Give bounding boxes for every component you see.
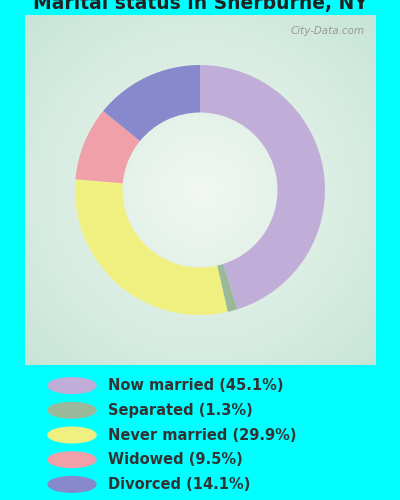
Text: Never married (29.9%): Never married (29.9%) (108, 428, 296, 442)
Text: Marital status in Sherburne, NY: Marital status in Sherburne, NY (33, 0, 367, 14)
Text: City-Data.com: City-Data.com (290, 26, 364, 36)
Circle shape (48, 476, 96, 492)
Circle shape (48, 452, 96, 468)
Text: Widowed (9.5%): Widowed (9.5%) (108, 452, 243, 467)
Wedge shape (217, 264, 238, 312)
Circle shape (48, 427, 96, 443)
Circle shape (48, 378, 96, 394)
Text: Separated (1.3%): Separated (1.3%) (108, 403, 253, 418)
Text: Now married (45.1%): Now married (45.1%) (108, 378, 284, 393)
Circle shape (48, 402, 96, 418)
Wedge shape (75, 179, 228, 315)
Text: Divorced (14.1%): Divorced (14.1%) (108, 477, 250, 492)
Wedge shape (200, 65, 325, 309)
Wedge shape (103, 65, 200, 141)
Wedge shape (76, 111, 140, 184)
